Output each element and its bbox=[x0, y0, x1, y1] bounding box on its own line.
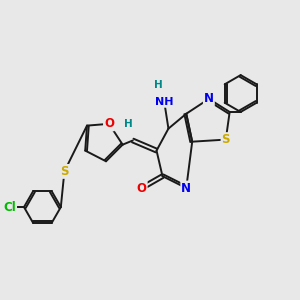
Text: H: H bbox=[154, 80, 163, 90]
Text: S: S bbox=[221, 133, 230, 146]
Text: O: O bbox=[137, 182, 147, 194]
Text: H: H bbox=[124, 119, 133, 129]
Text: Cl: Cl bbox=[3, 201, 16, 214]
Text: O: O bbox=[104, 117, 114, 130]
Text: NH: NH bbox=[155, 97, 173, 107]
Text: N: N bbox=[204, 92, 214, 105]
Text: S: S bbox=[60, 165, 69, 178]
Text: N: N bbox=[181, 182, 191, 194]
